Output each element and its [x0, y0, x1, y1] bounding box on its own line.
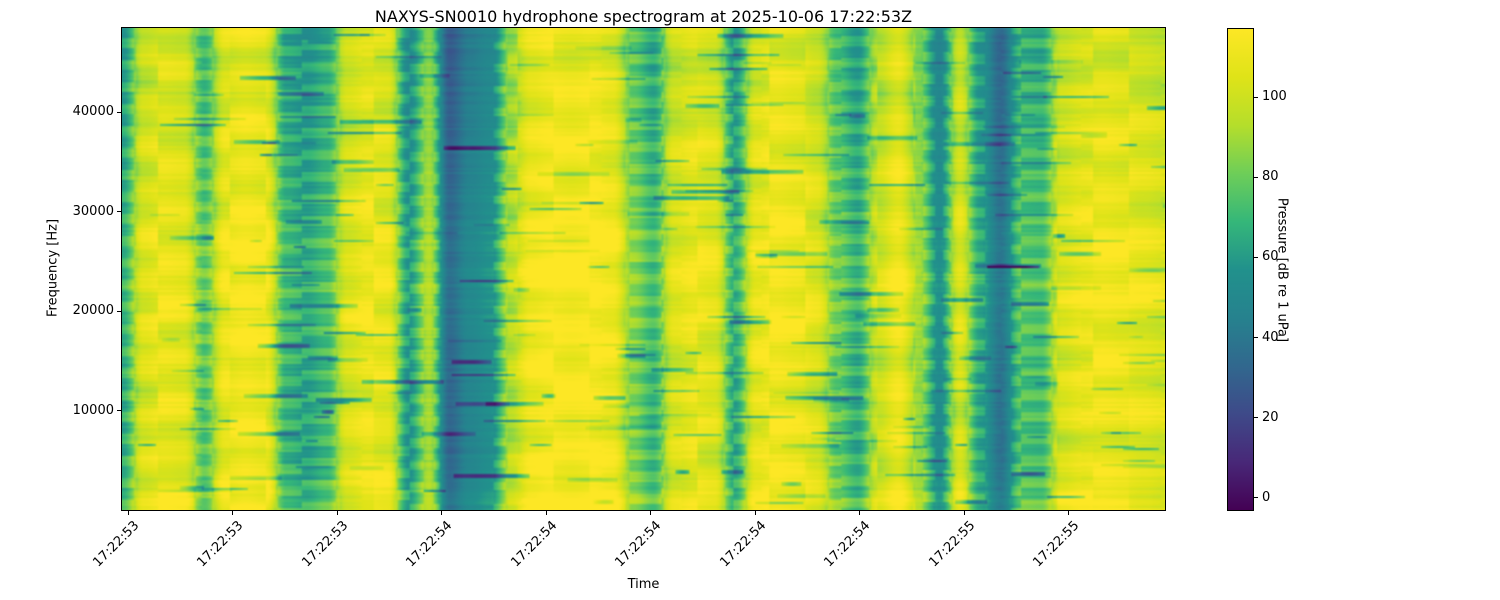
x-tick-label: 17:22:55: [1030, 518, 1083, 571]
x-tick-mark: [859, 511, 860, 515]
y-tick-label: 10000: [72, 402, 114, 418]
colorbar-tick-label: 0: [1262, 489, 1271, 505]
colorbar-tick-mark: [1254, 256, 1258, 258]
x-tick-mark: [650, 511, 651, 515]
colorbar-gradient: [1228, 29, 1253, 510]
x-axis-label: Time: [627, 577, 660, 592]
x-tick-label: 17:22:54: [717, 518, 769, 571]
x-tick-mark: [232, 511, 233, 515]
spectrogram-plot: [121, 27, 1166, 511]
x-tick-label: 17:22:54: [612, 518, 665, 571]
x-tick-label: 17:22:55: [926, 518, 978, 571]
colorbar-tick-mark: [1254, 497, 1258, 499]
colorbar-tick-label: 20: [1262, 409, 1279, 425]
y-axis-label: Frequency [Hz]: [45, 218, 61, 318]
x-tick-label: 17:22:53: [90, 518, 142, 571]
chart-title: NAXYS-SN0010 hydrophone spectrogram at 2…: [374, 7, 913, 26]
x-tick-mark: [441, 511, 442, 515]
colorbar-tick-label: 80: [1262, 169, 1279, 185]
colorbar-tick-mark: [1254, 417, 1258, 419]
colorbar: [1227, 28, 1254, 511]
colorbar-tick-mark: [1254, 96, 1258, 98]
colorbar-label: Pressure [dB re 1 uPa]: [1274, 197, 1290, 343]
x-tick-label: 17:22:54: [821, 518, 874, 571]
y-tick-label: 30000: [72, 203, 114, 219]
spectrogram-heatmap-canvas: [122, 28, 1165, 510]
y-tick-label: 40000: [72, 104, 114, 120]
x-tick-mark: [754, 511, 756, 515]
x-tick-mark: [336, 511, 338, 515]
x-tick-label: 17:22:53: [194, 518, 247, 571]
x-tick-mark: [545, 511, 547, 515]
x-tick-label: 17:22:54: [403, 518, 456, 571]
x-tick-mark: [127, 511, 129, 515]
colorbar-tick-mark: [1254, 176, 1258, 178]
colorbar-tick-label: 100: [1262, 89, 1287, 105]
x-tick-label: 17:22:54: [508, 518, 560, 571]
x-tick-mark: [963, 511, 965, 515]
x-tick-label: 17:22:53: [299, 518, 351, 571]
x-tick-mark: [1068, 511, 1069, 515]
colorbar-tick-mark: [1254, 337, 1258, 339]
